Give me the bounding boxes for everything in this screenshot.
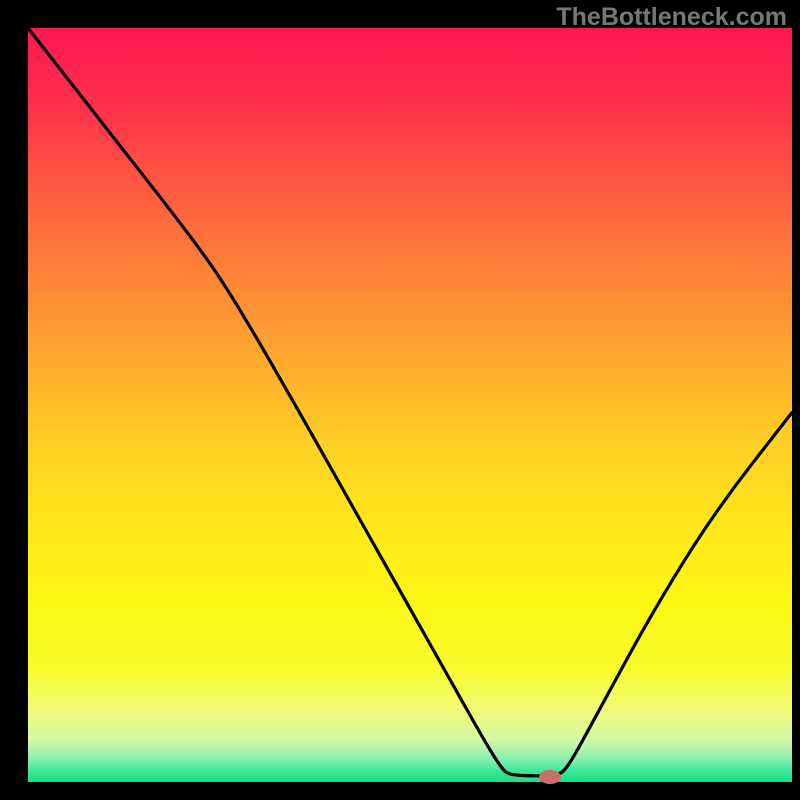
watermark-text: TheBottleneck.com bbox=[556, 3, 787, 32]
chart-frame: { "watermark": { "text": "TheBottleneck.… bbox=[0, 0, 800, 800]
bottleneck-curve bbox=[28, 28, 792, 782]
plot-area bbox=[28, 28, 792, 782]
optimal-point-marker bbox=[539, 770, 561, 784]
